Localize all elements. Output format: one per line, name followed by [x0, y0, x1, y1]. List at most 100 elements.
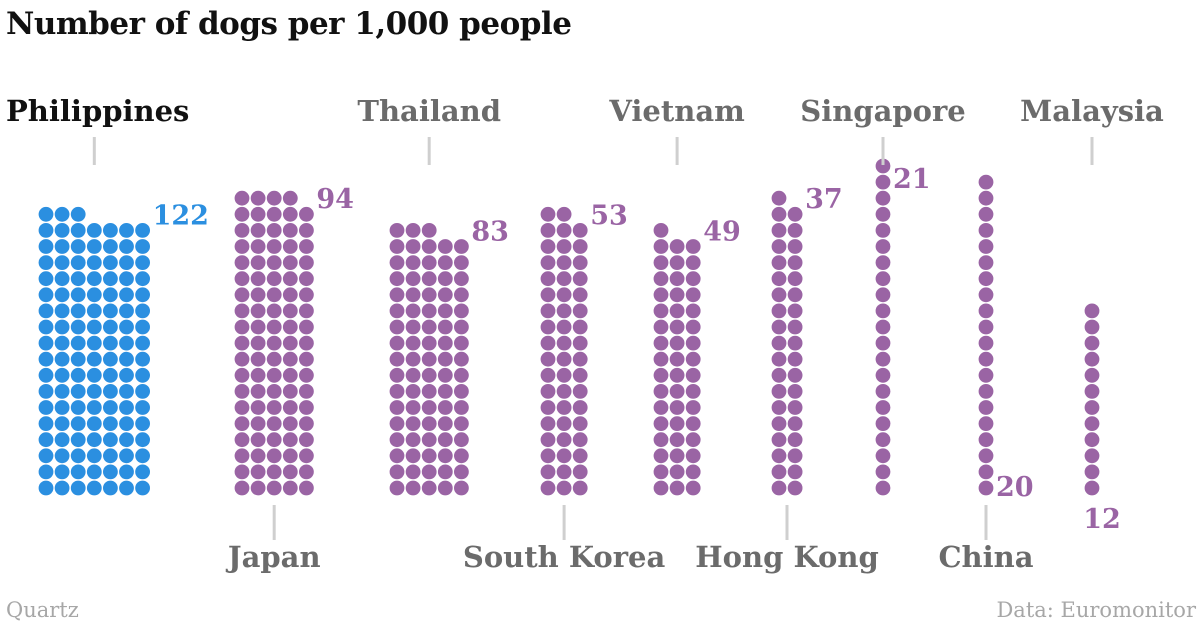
dot-south-korea: [556, 416, 572, 431]
dot-philippines: [135, 448, 151, 464]
dot-thailand: [389, 432, 405, 448]
credit-label: Quartz: [6, 598, 79, 622]
dot-vietnam: [669, 255, 685, 270]
dot-philippines: [70, 223, 86, 238]
dot-japan: [234, 223, 250, 238]
dot-thailand: [389, 287, 405, 303]
dot-south-korea: [556, 287, 572, 303]
dot-malaysia: [1084, 432, 1100, 448]
dot-japan: [234, 206, 250, 222]
dot-japan: [250, 319, 266, 335]
dot-philippines: [54, 464, 70, 480]
dot-south-korea: [572, 384, 588, 399]
dot-thailand: [437, 448, 453, 464]
dot-philippines: [70, 432, 86, 448]
dot-japan: [266, 223, 282, 238]
dot-philippines: [70, 480, 86, 496]
dot-hong-kong: [787, 206, 803, 222]
dot-thailand: [421, 464, 437, 480]
category-label-china: China: [938, 540, 1033, 574]
dot-thailand: [405, 255, 421, 270]
dot-philippines: [70, 448, 86, 464]
dot-japan: [282, 319, 298, 335]
dot-philippines: [38, 287, 54, 303]
dot-philippines: [86, 367, 102, 383]
dot-japan: [234, 384, 250, 399]
dot-philippines: [70, 335, 86, 351]
dot-japan: [234, 351, 250, 367]
dot-south-korea: [572, 480, 588, 496]
dot-thailand: [454, 432, 469, 448]
dot-thailand: [421, 319, 437, 335]
dot-philippines: [38, 464, 54, 480]
dot-philippines: [86, 416, 102, 431]
dot-japan: [282, 432, 298, 448]
dot-philippines: [54, 416, 70, 431]
dot-malaysia: [1084, 384, 1100, 399]
dot-japan: [282, 190, 298, 206]
dot-thailand: [421, 239, 437, 254]
dot-china: [978, 416, 994, 431]
dot-philippines: [119, 223, 134, 238]
dot-hong-kong: [787, 335, 803, 351]
dot-hong-kong: [771, 432, 787, 448]
dot-philippines: [103, 335, 118, 351]
value-label-china: 20: [996, 472, 1034, 503]
dot-hong-kong: [771, 400, 787, 415]
dot-thailand: [437, 255, 453, 270]
dot-japan: [282, 351, 298, 367]
dot-japan: [282, 303, 298, 319]
dot-singapore: [875, 367, 891, 383]
dot-philippines: [54, 335, 70, 351]
dot-singapore: [875, 239, 891, 254]
dot-thailand: [454, 367, 469, 383]
dot-japan: [299, 448, 314, 464]
dot-philippines: [38, 400, 54, 415]
dot-japan: [266, 239, 282, 254]
dot-thailand: [437, 319, 453, 335]
dot-philippines: [70, 464, 86, 480]
dot-philippines: [103, 416, 118, 431]
dot-thailand: [454, 335, 469, 351]
dot-vietnam: [669, 351, 685, 367]
dot-vietnam: [653, 448, 669, 464]
dot-thailand: [454, 400, 469, 415]
dot-vietnam: [685, 464, 701, 480]
dot-vietnam: [653, 480, 669, 496]
dot-japan: [266, 287, 282, 303]
dot-japan: [299, 367, 314, 383]
dot-japan: [299, 319, 314, 335]
value-label-singapore: 21: [893, 164, 931, 195]
dot-vietnam: [653, 319, 669, 335]
dot-thailand: [421, 448, 437, 464]
dot-thailand: [454, 416, 469, 431]
dot-thailand: [405, 335, 421, 351]
dot-hong-kong: [771, 206, 787, 222]
dot-vietnam: [653, 384, 669, 399]
dot-japan: [266, 271, 282, 287]
dot-thailand: [454, 464, 469, 480]
dot-vietnam: [669, 239, 685, 254]
dot-philippines: [119, 239, 134, 254]
dot-singapore: [875, 464, 891, 480]
dot-philippines: [54, 239, 70, 254]
dot-japan: [250, 367, 266, 383]
dot-china: [978, 174, 994, 190]
dot-hong-kong: [787, 255, 803, 270]
dot-singapore: [875, 448, 891, 464]
category-label-hong-kong: Hong Kong: [695, 540, 878, 574]
dot-philippines: [54, 480, 70, 496]
dot-china: [978, 384, 994, 399]
dot-philippines: [70, 400, 86, 415]
dot-philippines: [38, 206, 54, 222]
dot-philippines: [38, 351, 54, 367]
dot-thailand: [405, 432, 421, 448]
dot-thailand: [454, 351, 469, 367]
dot-vietnam: [669, 480, 685, 496]
dot-south-korea: [572, 351, 588, 367]
dot-philippines: [103, 367, 118, 383]
dot-philippines: [86, 448, 102, 464]
dot-hong-kong: [771, 239, 787, 254]
dot-singapore: [875, 400, 891, 415]
dot-china: [978, 303, 994, 319]
